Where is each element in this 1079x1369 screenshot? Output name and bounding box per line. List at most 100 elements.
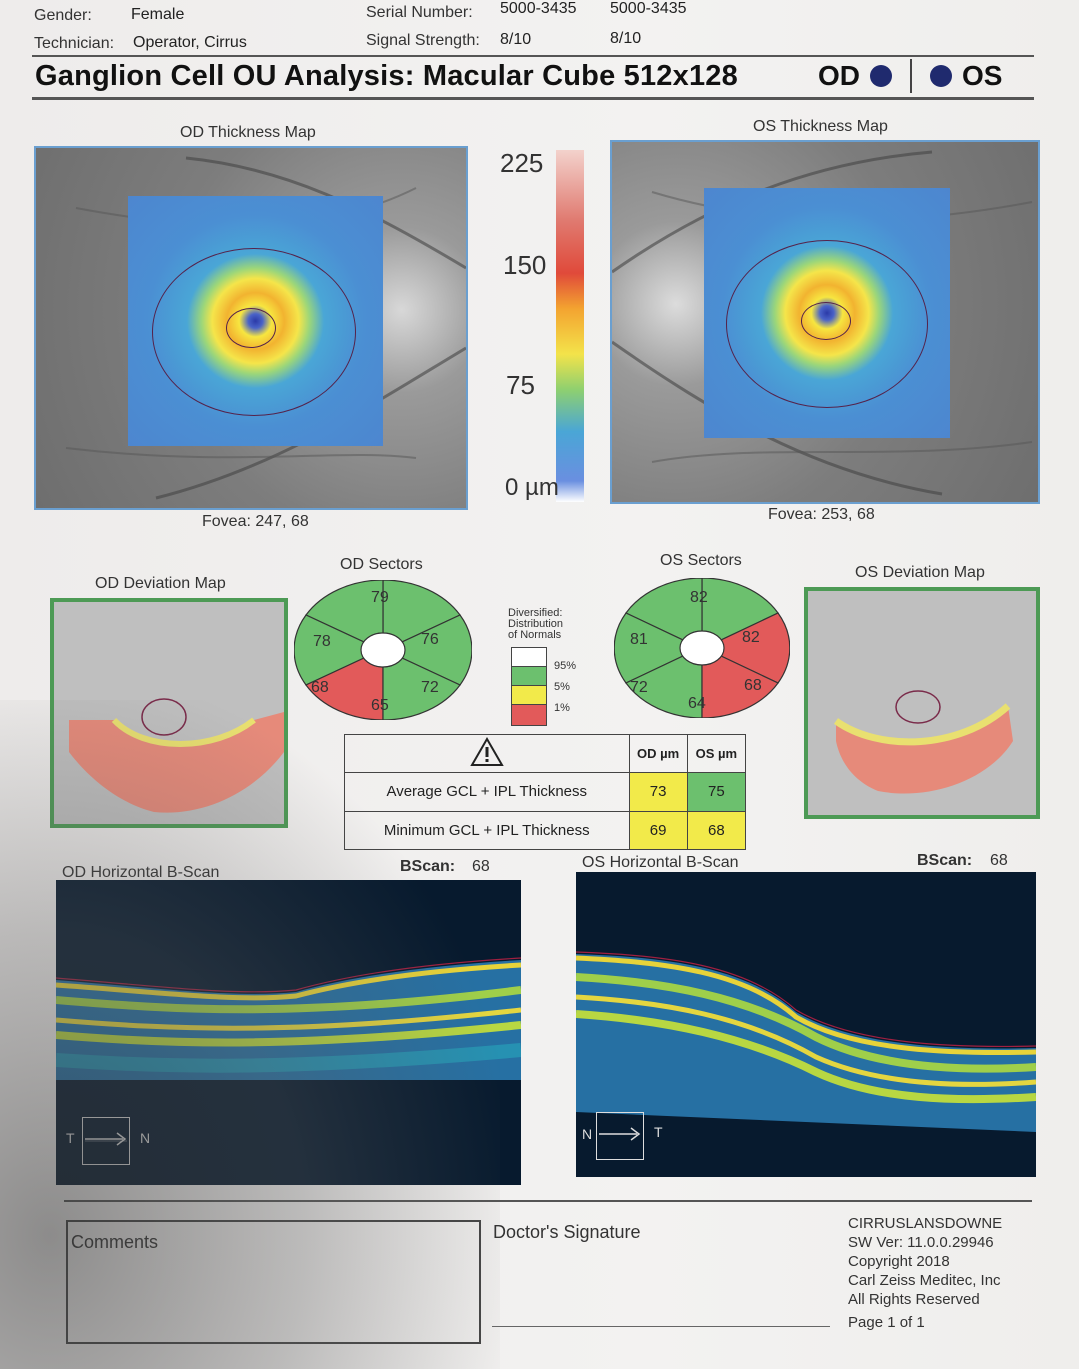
row-minimum-label: Minimum GCL + IPL Thickness bbox=[344, 810, 630, 851]
os-outer-ring bbox=[726, 240, 928, 408]
os-fovea: Fovea: 253, 68 bbox=[768, 506, 875, 523]
od-deviation-graphic bbox=[69, 698, 284, 813]
technician-label: Technician: bbox=[34, 35, 115, 52]
colorbar-150: 150 bbox=[503, 250, 547, 280]
serial-od: 5000-3435 bbox=[500, 0, 577, 17]
os-bscan-layers bbox=[576, 951, 1036, 1132]
legend-5: 5% bbox=[554, 681, 570, 693]
legend-red-swatch bbox=[512, 705, 546, 725]
warning-triangle-icon bbox=[470, 736, 504, 766]
device-info: CIRRUSLANSDOWNE SW Ver: 11.0.0.29946 Cop… bbox=[848, 1214, 1002, 1332]
od-deviation-map bbox=[50, 598, 288, 828]
os-inner-ring bbox=[801, 302, 851, 340]
row-average-os: 75 bbox=[686, 772, 747, 812]
od-dot-icon bbox=[870, 65, 892, 87]
os-sectors-title: OS Sectors bbox=[660, 552, 742, 569]
os-bscan-label: BScan: bbox=[917, 852, 973, 869]
legend-1: 1% bbox=[554, 702, 570, 714]
od-sector-upper-left-value: 78 bbox=[313, 633, 331, 650]
colorbar-225: 225 bbox=[500, 148, 544, 178]
os-orientation-right: T bbox=[654, 1124, 663, 1140]
row-average-od: 73 bbox=[628, 772, 688, 812]
os-sector-upper-left-value: 81 bbox=[630, 631, 648, 648]
header-rule-bottom bbox=[32, 97, 1034, 100]
od-orientation-right: N bbox=[140, 1130, 151, 1146]
colorbar-0: 0 µm bbox=[505, 474, 559, 501]
serial-os: 5000-3435 bbox=[610, 0, 687, 17]
od-tag: OD bbox=[818, 60, 860, 91]
od-sector-lower-right-value: 72 bbox=[421, 679, 439, 696]
footer-rule bbox=[64, 1200, 1032, 1202]
gender-value: Female bbox=[131, 6, 185, 23]
serial-label: Serial Number: bbox=[366, 4, 473, 21]
os-tag: OS bbox=[962, 60, 1003, 91]
od-sector-top-value: 79 bbox=[371, 589, 389, 606]
table-row: Average GCL + IPL Thickness 73 75 bbox=[344, 772, 747, 812]
od-fovea: Fovea: 247, 68 bbox=[202, 513, 309, 530]
od-sectors-title: OD Sectors bbox=[340, 556, 423, 573]
signal-os: 8/10 bbox=[610, 30, 642, 47]
row-minimum-od: 69 bbox=[628, 810, 688, 851]
copyright: Copyright 2018 bbox=[848, 1253, 950, 1270]
od-orientation-left: T bbox=[66, 1130, 75, 1146]
os-orientation-left: N bbox=[582, 1126, 593, 1142]
os-bscan-title: OS Horizontal B-Scan bbox=[582, 854, 739, 871]
os-thickness-title: OS Thickness Map bbox=[753, 118, 888, 135]
legend-yellow-swatch bbox=[512, 686, 546, 705]
legend-white-swatch bbox=[512, 648, 546, 667]
os-sector-chart: 82 81 82 72 68 64 bbox=[614, 578, 790, 718]
normals-legend-title: Diversified: Distribution of Normals bbox=[508, 607, 564, 641]
signal-label: Signal Strength: bbox=[366, 32, 480, 49]
page-title: Ganglion Cell OU Analysis: Macular Cube … bbox=[35, 60, 738, 92]
row-minimum-os: 68 bbox=[686, 810, 747, 851]
os-orientation-box bbox=[596, 1112, 644, 1160]
od-thickness-map bbox=[34, 146, 468, 510]
od-sector-chart: 79 78 76 68 72 65 bbox=[294, 580, 472, 720]
col-od-header: OD µm bbox=[628, 733, 688, 774]
os-deviation-map bbox=[804, 587, 1040, 819]
legend-95: 95% bbox=[554, 660, 577, 672]
warning-cell bbox=[344, 733, 630, 774]
gender-label: Gender: bbox=[34, 7, 92, 24]
od-orientation-box bbox=[82, 1117, 130, 1165]
device-name: CIRRUSLANSDOWNE bbox=[848, 1215, 1003, 1232]
eye-divider bbox=[910, 59, 912, 93]
legend-green-swatch bbox=[512, 667, 546, 686]
os-sector-lower-left-value: 72 bbox=[630, 679, 648, 696]
normals-legend bbox=[511, 647, 547, 726]
os-sector-bottom-value: 64 bbox=[688, 695, 706, 712]
results-header-row: OD µm OS µm bbox=[344, 733, 747, 774]
od-bscan-label: BScan: bbox=[400, 858, 456, 875]
os-sector-top-value: 82 bbox=[690, 589, 708, 606]
signature-label: Doctor's Signature bbox=[493, 1222, 641, 1242]
arrow-right-icon bbox=[85, 1132, 127, 1146]
os-thickness-map bbox=[610, 140, 1040, 504]
results-table: OD µm OS µm Average GCL + IPL Thickness … bbox=[344, 733, 747, 851]
od-bscan-image: T N bbox=[56, 880, 521, 1185]
signature-line[interactable] bbox=[492, 1326, 830, 1327]
od-inner-ring bbox=[226, 308, 276, 348]
technician-value: Operator, Cirrus bbox=[133, 34, 247, 51]
os-deviation-graphic bbox=[833, 690, 1013, 794]
od-deviation-title: OD Deviation Map bbox=[95, 575, 226, 592]
software-version: SW Ver: 11.0.0.29946 bbox=[848, 1234, 994, 1251]
row-average-label: Average GCL + IPL Thickness bbox=[344, 772, 630, 812]
od-sector-bottom-value: 65 bbox=[371, 697, 389, 714]
col-os-header: OS µm bbox=[686, 733, 747, 774]
os-dot-icon bbox=[930, 65, 952, 87]
table-row: Minimum GCL + IPL Thickness 69 68 bbox=[344, 810, 747, 851]
eye-legend: OD OS bbox=[818, 58, 1002, 94]
os-sector-upper-right-value: 82 bbox=[742, 629, 760, 646]
od-bscan-number: 68 bbox=[472, 858, 490, 875]
od-sector-lower-left-value: 68 bbox=[311, 679, 329, 696]
od-outer-ring bbox=[152, 248, 356, 416]
comments-label: Comments bbox=[71, 1232, 159, 1252]
comments-box[interactable]: Comments bbox=[66, 1220, 481, 1344]
page-number: Page 1 of 1 bbox=[848, 1314, 925, 1331]
signal-od: 8/10 bbox=[500, 31, 532, 48]
thickness-colorbar bbox=[556, 150, 584, 502]
company: Carl Zeiss Meditec, Inc bbox=[848, 1272, 1001, 1289]
os-sector-lower-right-value: 68 bbox=[744, 677, 762, 694]
od-thickness-title: OD Thickness Map bbox=[180, 124, 316, 141]
